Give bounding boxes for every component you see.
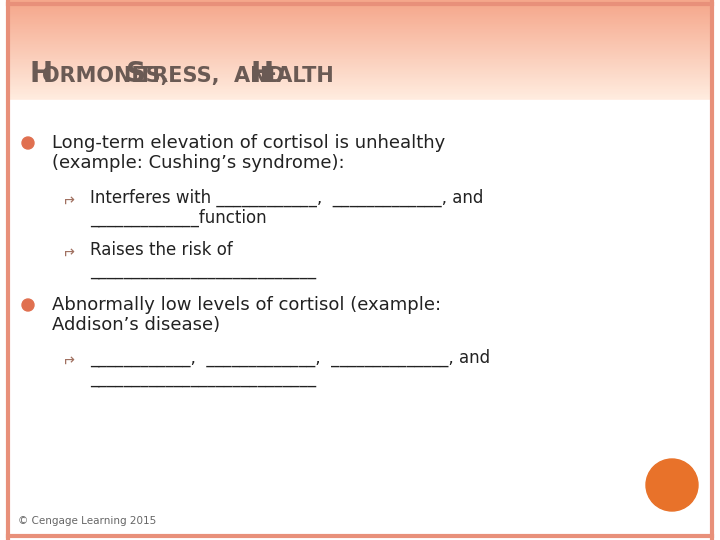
Bar: [9, 15, 711, 17]
Bar: [9, 70, 711, 72]
Bar: [9, 41, 711, 43]
Bar: [9, 36, 711, 38]
Bar: [9, 24, 711, 26]
Bar: [9, 83, 711, 85]
Bar: [9, 81, 711, 83]
Bar: [9, 21, 711, 23]
Text: _____________function: _____________function: [90, 209, 266, 227]
Text: ↵: ↵: [62, 350, 74, 366]
Bar: [9, 51, 711, 53]
Bar: [9, 38, 711, 40]
Circle shape: [646, 459, 698, 511]
Bar: [9, 23, 711, 25]
Circle shape: [22, 299, 34, 311]
Circle shape: [22, 137, 34, 149]
Bar: [9, 76, 711, 78]
Bar: [9, 59, 711, 62]
Bar: [9, 0, 711, 2]
Bar: [9, 66, 711, 69]
Bar: [9, 26, 711, 28]
Bar: [9, 71, 711, 73]
Bar: [9, 55, 711, 57]
Text: Raises the risk of: Raises the risk of: [90, 241, 233, 259]
Bar: [9, 16, 711, 18]
Text: ____________,  _____________,  ______________, and: ____________, _____________, ___________…: [90, 349, 490, 367]
Bar: [9, 93, 711, 95]
Bar: [9, 90, 711, 92]
Text: TRESS,  AND: TRESS, AND: [138, 66, 292, 86]
Text: H: H: [250, 60, 273, 88]
Text: Abnormally low levels of cortisol (example:: Abnormally low levels of cortisol (examp…: [52, 296, 441, 314]
Text: ↵: ↵: [62, 191, 74, 206]
Bar: [9, 8, 711, 10]
Bar: [9, 13, 711, 15]
Bar: [9, 48, 711, 50]
Bar: [9, 75, 711, 77]
Bar: [9, 100, 711, 535]
Bar: [9, 31, 711, 33]
Bar: [9, 88, 711, 90]
Text: Interferes with ____________,  _____________, and: Interferes with ____________, __________…: [90, 189, 483, 207]
Text: S: S: [126, 60, 146, 88]
Bar: [9, 4, 711, 6]
Bar: [9, 3, 711, 5]
Bar: [9, 33, 711, 35]
Bar: [9, 61, 711, 63]
Bar: [9, 78, 711, 80]
Text: (example: Cushing’s syndrome):: (example: Cushing’s syndrome):: [52, 154, 345, 172]
Bar: [9, 6, 711, 8]
Bar: [9, 28, 711, 30]
Bar: [9, 43, 711, 45]
Bar: [9, 53, 711, 55]
Bar: [9, 39, 711, 42]
Bar: [9, 98, 711, 100]
Text: ↵: ↵: [62, 242, 74, 258]
Text: ORMONES,: ORMONES,: [42, 66, 176, 86]
Text: ___________________________: ___________________________: [90, 369, 316, 387]
Bar: [9, 73, 711, 75]
Bar: [9, 94, 711, 97]
Bar: [9, 58, 711, 60]
Bar: [9, 35, 711, 37]
Text: EALTH: EALTH: [263, 66, 334, 86]
Text: H: H: [30, 60, 53, 88]
Text: ___________________________: ___________________________: [90, 261, 316, 279]
Bar: [9, 64, 711, 66]
Bar: [9, 79, 711, 82]
Bar: [9, 84, 711, 86]
Bar: [9, 18, 711, 20]
Bar: [9, 46, 711, 49]
Bar: [9, 63, 711, 65]
Bar: [9, 44, 711, 46]
Bar: [9, 96, 711, 98]
Bar: [9, 50, 711, 52]
Text: Addison’s disease): Addison’s disease): [52, 316, 220, 334]
Bar: [9, 86, 711, 89]
Bar: [9, 68, 711, 70]
Bar: [9, 30, 711, 32]
Bar: [9, 1, 711, 3]
Text: © Cengage Learning 2015: © Cengage Learning 2015: [18, 516, 156, 526]
Bar: [9, 56, 711, 58]
Bar: [9, 11, 711, 14]
Bar: [9, 91, 711, 93]
Text: Long-term elevation of cortisol is unhealthy: Long-term elevation of cortisol is unhea…: [52, 134, 445, 152]
Bar: [9, 10, 711, 12]
Bar: [9, 19, 711, 22]
